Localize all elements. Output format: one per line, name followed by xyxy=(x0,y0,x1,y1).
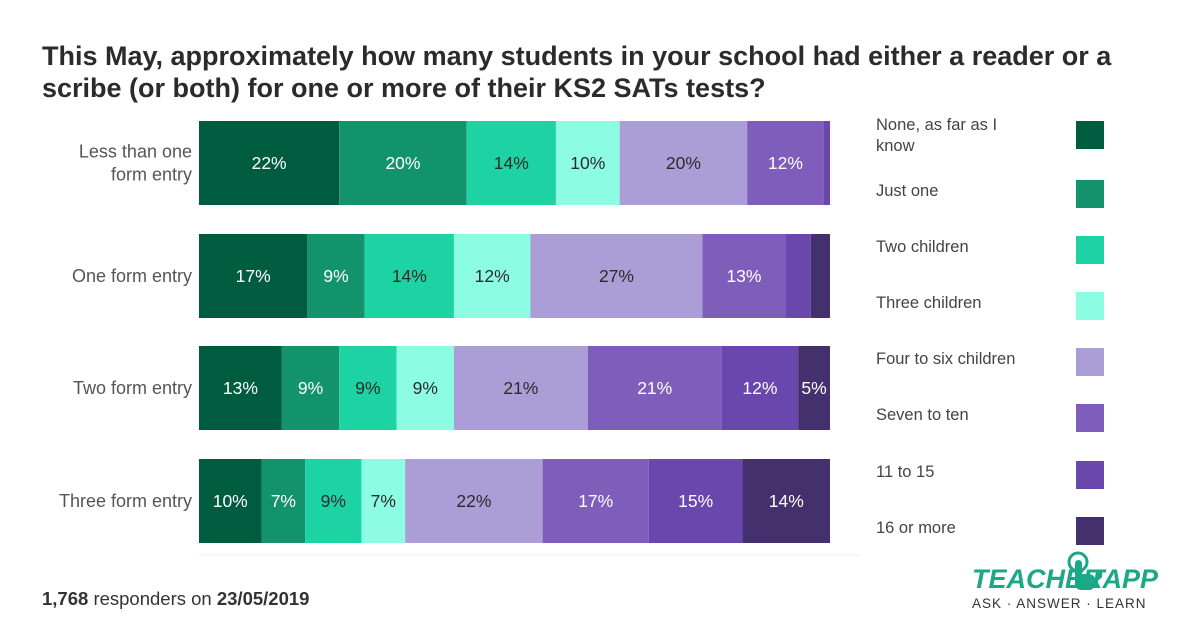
data-label: 9% xyxy=(298,378,323,398)
legend-swatch xyxy=(1076,404,1104,432)
bar-segment xyxy=(261,459,306,543)
bar-segment xyxy=(742,459,830,543)
data-label: 15% xyxy=(678,491,713,511)
legend-swatch xyxy=(1076,461,1104,489)
logo-word-tapp: TAPP xyxy=(1088,564,1159,594)
data-label: 21% xyxy=(637,378,672,398)
data-label: 27% xyxy=(599,266,634,286)
bar-segment xyxy=(785,234,811,318)
legend-item: 11 to 15 xyxy=(876,461,1106,502)
tap-hand-icon xyxy=(1067,551,1095,590)
data-label: 9% xyxy=(323,266,348,286)
category-label: Two form entry xyxy=(73,378,192,398)
legend-swatch xyxy=(1076,517,1104,545)
bar-segment xyxy=(542,459,649,543)
teacher-tapp-logo: TEACHER TAPP ASK · ANSWER · LEARN xyxy=(970,550,1158,614)
data-label: 14% xyxy=(769,491,804,511)
bar-segment xyxy=(396,346,454,430)
legend-label: Three children xyxy=(876,294,982,312)
data-label: 14% xyxy=(392,266,427,286)
legend-swatch xyxy=(1076,292,1104,320)
legend-item: 16 or more xyxy=(876,517,1106,558)
bar-segment xyxy=(555,121,620,205)
bar-segment xyxy=(199,121,340,205)
data-label: 20% xyxy=(666,153,701,173)
data-label: 21% xyxy=(503,378,538,398)
legend-label: None, as far as I know xyxy=(876,116,998,155)
bar-segment xyxy=(619,121,748,205)
bar-segment xyxy=(721,346,799,430)
bar-segment xyxy=(361,459,406,543)
bar-segment xyxy=(530,234,703,318)
data-label: 9% xyxy=(321,491,346,511)
bar-segment xyxy=(339,121,467,205)
bar-segment xyxy=(648,459,743,543)
bar-segment xyxy=(587,346,722,430)
bar-segment xyxy=(281,346,340,430)
bar-segment xyxy=(339,346,397,430)
legend-label: Four to six children xyxy=(876,350,1016,368)
data-label: 14% xyxy=(494,153,529,173)
legend-swatch xyxy=(1076,348,1104,376)
legend-swatch xyxy=(1076,180,1104,208)
data-label: 12% xyxy=(742,378,777,398)
legend-item: Four to six children xyxy=(876,348,1106,389)
category-label: Three form entry xyxy=(59,491,192,511)
bar-segment xyxy=(453,234,531,318)
data-label: 5% xyxy=(801,378,826,398)
data-label: 9% xyxy=(413,378,438,398)
legend-item: Just one xyxy=(876,180,1106,221)
legend-label: Just one xyxy=(876,182,939,200)
bar-segment xyxy=(702,234,786,318)
data-label: 7% xyxy=(371,491,396,511)
logo-tagline: ASK · ANSWER · LEARN xyxy=(972,596,1147,611)
category-label: One form entry xyxy=(72,266,192,286)
bar-segment xyxy=(747,121,824,205)
bar-segment xyxy=(305,459,362,543)
data-label: 13% xyxy=(726,266,761,286)
stacked-bar-chart: Less than one form entry 22% 20% 14% 10% 20% 12… xyxy=(59,121,860,556)
survey-date: 23/05/2019 xyxy=(216,588,310,609)
bar-segment xyxy=(823,121,830,205)
data-label: 13% xyxy=(223,378,258,398)
data-label: 10% xyxy=(570,153,605,173)
legend-item: Three children xyxy=(876,292,1106,333)
data-label: 12% xyxy=(475,266,510,286)
legend-swatch xyxy=(1076,236,1104,264)
bar-segment xyxy=(199,234,308,318)
category-label: form entry xyxy=(111,165,192,185)
bar-segment xyxy=(199,459,262,543)
legend-swatch xyxy=(1076,121,1104,149)
bar-segment xyxy=(466,121,556,205)
data-label: 22% xyxy=(252,153,287,173)
legend-item: Two children xyxy=(876,236,1106,277)
data-label: 22% xyxy=(456,491,491,511)
data-label: 9% xyxy=(355,378,380,398)
legend-label: Two children xyxy=(876,238,969,256)
chart-title: This May, approximately how many student… xyxy=(42,41,1112,103)
data-label: 7% xyxy=(271,491,296,511)
data-label: 10% xyxy=(213,491,248,511)
responder-count: 1,768 xyxy=(42,588,89,609)
legend-label: 11 to 15 xyxy=(876,463,935,481)
legend-item: None, as far as I know xyxy=(876,115,1106,155)
bar-segment xyxy=(405,459,543,543)
bar-segment xyxy=(810,234,830,318)
data-label: 17% xyxy=(578,491,613,511)
footer-responders: 1,768 responders on 23/05/2019 xyxy=(42,588,309,610)
bar-segment xyxy=(199,346,282,430)
category-label: Less than one xyxy=(79,142,192,162)
bar-segment xyxy=(798,346,830,430)
bar-segment xyxy=(364,234,454,318)
legend-label: Seven to ten xyxy=(876,406,969,424)
responder-text: responders on xyxy=(93,588,212,609)
legend-label: 16 or more xyxy=(876,519,956,537)
data-label: 12% xyxy=(768,153,803,173)
legend-item: Seven to ten xyxy=(876,404,1106,445)
bar-segment xyxy=(307,234,365,318)
data-label: 20% xyxy=(385,153,420,173)
data-label: 17% xyxy=(236,266,271,286)
bar-segment xyxy=(453,346,588,430)
